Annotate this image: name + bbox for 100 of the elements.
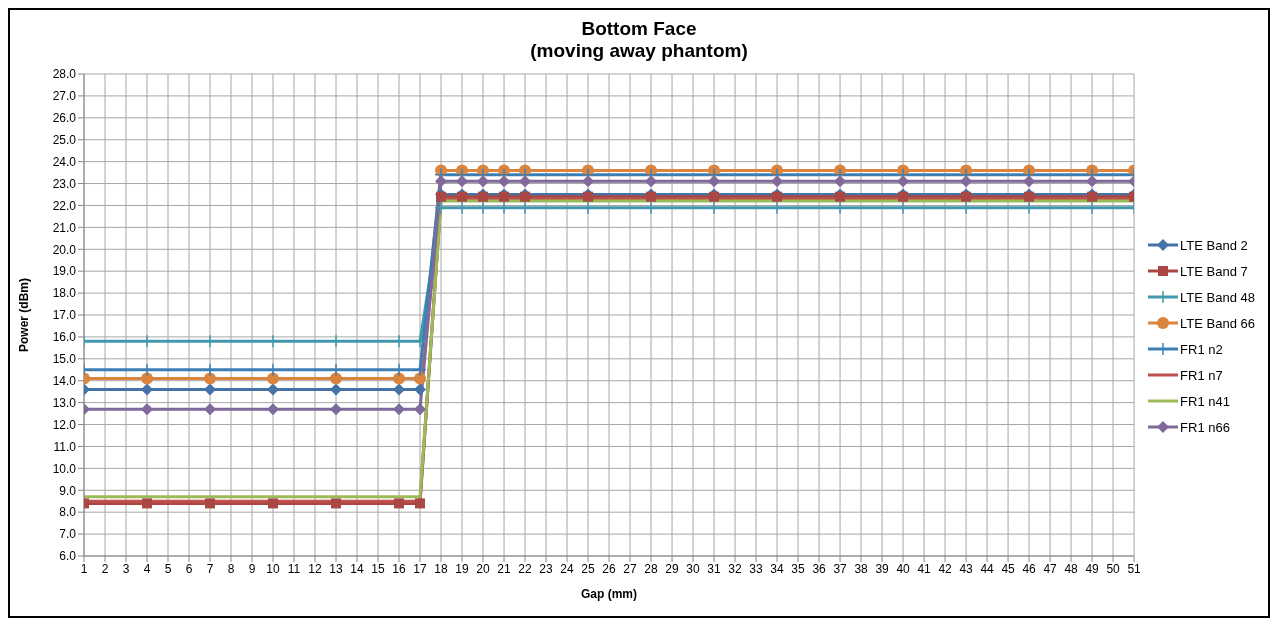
x-tick-label: 9 (248, 561, 256, 576)
x-tick-label: 16 (392, 561, 407, 576)
x-tick-label: 14 (350, 561, 365, 576)
x-tick-label: 44 (980, 561, 995, 576)
x-tick-label: 2 (101, 561, 109, 576)
legend-label: FR1 n41 (1180, 393, 1230, 409)
legend-label: LTE Band 48 (1180, 289, 1255, 305)
y-tick-label: 12.0 (52, 417, 77, 432)
y-tick-label: 23.0 (52, 176, 77, 191)
x-tick-label: 32 (728, 561, 743, 576)
x-tick-label: 7 (206, 561, 214, 576)
point (141, 383, 153, 396)
x-tick-label: 35 (791, 561, 806, 576)
legend-label: FR1 n7 (1180, 367, 1223, 383)
x-tick-label: 23 (539, 561, 554, 576)
x-tick-label: 21 (497, 561, 512, 576)
x-tick-label: 22 (518, 561, 533, 576)
x-tick-label: 26 (602, 561, 617, 576)
x-tick-label: 3 (122, 561, 130, 576)
x-tick-label: 48 (1064, 561, 1079, 576)
y-tick-label: 16.0 (52, 330, 77, 345)
y-tick-label: 7.0 (59, 527, 77, 542)
point (142, 498, 153, 509)
x-tick-label: 34 (770, 561, 785, 576)
x-tick-label: 37 (833, 561, 848, 576)
x-tick-label: 51 (1127, 561, 1142, 576)
y-tick-label: 8.0 (59, 505, 77, 520)
x-tick-label: 30 (686, 561, 701, 576)
point (331, 498, 342, 509)
y-tick-label: 20.0 (52, 242, 77, 257)
y-tick-label: 9.0 (59, 483, 77, 498)
x-tick-label: 36 (812, 561, 827, 576)
y-tick-label: 18.0 (52, 286, 77, 301)
y-tick-label: 15.0 (52, 352, 77, 367)
x-tick-label: 6 (185, 561, 193, 576)
legend-label: FR1 n66 (1180, 419, 1230, 435)
point (414, 403, 427, 416)
x-tick-label: 20 (476, 561, 491, 576)
x-tick-label: 45 (1001, 561, 1016, 576)
y-tick-label: 17.0 (52, 308, 77, 323)
x-tick-label: 17 (413, 561, 428, 576)
legend-label: FR1 n2 (1180, 341, 1223, 357)
x-tick-label: 11 (287, 561, 301, 576)
y-tick-label: 22.0 (52, 198, 77, 213)
legend-label: LTE Band 7 (1180, 263, 1248, 279)
x-tick-label: 31 (707, 561, 722, 576)
legend-label: LTE Band 66 (1180, 315, 1255, 331)
chart-title: Bottom Face (580, 18, 698, 40)
y-tick-label: 24.0 (52, 154, 77, 169)
x-tick-label: 12 (308, 561, 323, 576)
x-tick-label: 1 (80, 561, 88, 576)
x-tick-label: 13 (329, 561, 344, 576)
chart-subtitle: (moving away phantom) (529, 40, 749, 62)
y-tick-label: 25.0 (52, 132, 77, 147)
point (394, 498, 405, 509)
x-tick-label: 47 (1043, 561, 1058, 576)
y-tick-label: 19.0 (52, 264, 77, 279)
legend-label: LTE Band 2 (1180, 237, 1248, 253)
y-tick-label: 14.0 (52, 373, 77, 388)
y-tick-label: 21.0 (52, 220, 77, 235)
point (414, 372, 427, 385)
x-tick-label: 28 (644, 561, 659, 576)
y-tick-label: 28.0 (52, 67, 77, 82)
x-tick-label: 19 (455, 561, 470, 576)
point (268, 498, 279, 509)
x-tick-label: 40 (896, 561, 911, 576)
x-tick-label: 29 (665, 561, 680, 576)
x-tick-label: 5 (164, 561, 172, 576)
point (414, 383, 427, 396)
point (204, 372, 217, 385)
y-tick-label: 11.0 (53, 439, 77, 454)
x-tick-label: 42 (938, 561, 953, 576)
point (393, 372, 406, 385)
x-tick-label: 39 (875, 561, 890, 576)
point (205, 498, 216, 509)
point (141, 403, 153, 416)
x-tick-label: 27 (623, 561, 638, 576)
x-tick-label: 25 (581, 561, 596, 576)
y-tick-label: 6.0 (59, 549, 77, 564)
x-tick-label: 38 (854, 561, 869, 576)
x-tick-label: 24 (560, 561, 575, 576)
x-tick-label: 43 (959, 561, 974, 576)
y-tick-label: 13.0 (52, 395, 77, 410)
y-tick-label: 10.0 (52, 461, 77, 476)
x-tick-label: 4 (143, 561, 151, 576)
x-tick-label: 18 (434, 561, 449, 576)
point (330, 372, 343, 385)
x-tick-label: 8 (227, 561, 235, 576)
point (415, 498, 426, 509)
x-tick-label: 33 (749, 561, 764, 576)
x-tick-label: 49 (1085, 561, 1100, 576)
x-tick-label: 15 (371, 561, 386, 576)
x-tick-label: 46 (1022, 561, 1037, 576)
point (267, 372, 280, 385)
x-tick-label: 41 (917, 561, 932, 576)
point (141, 372, 154, 385)
y-tick-label: 26.0 (52, 111, 77, 126)
y-tick-label: 27.0 (52, 89, 77, 104)
x-tick-label: 50 (1106, 561, 1121, 576)
x-axis-title: Gap (mm) (581, 587, 638, 601)
